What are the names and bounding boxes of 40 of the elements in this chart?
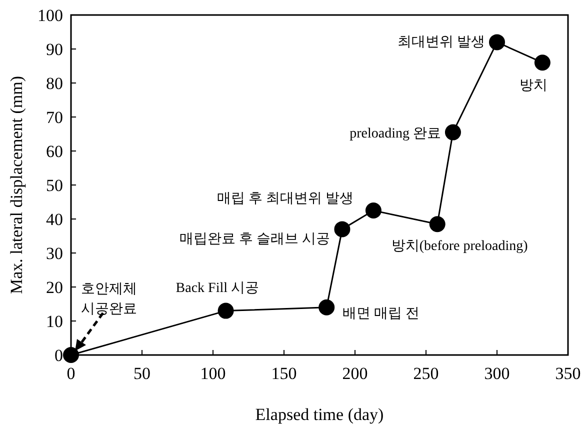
- annotation: 매립 후 최대변위 발생: [217, 192, 354, 206]
- x-tick-label: 250: [413, 364, 439, 383]
- y-axis-title: Max. lateral displacement (mm): [7, 76, 26, 294]
- point: [534, 54, 550, 71]
- x-tick-label: 0: [66, 364, 76, 383]
- y-tick-label: 60: [46, 142, 63, 161]
- annotation: 호안제체 시공완료: [75, 282, 137, 351]
- annotation: 호안제체 시공완료: [81, 282, 137, 317]
- x-tick-label: 150: [271, 364, 297, 383]
- x-tick-label: 300: [484, 364, 510, 383]
- point: [444, 124, 461, 140]
- y-tick-label: 40: [46, 210, 63, 229]
- y-tick-label: 10: [46, 312, 63, 331]
- point: [429, 216, 446, 232]
- annotation: 최대변위 발생: [398, 35, 485, 50]
- annotation: preloading 완료: [350, 126, 441, 142]
- annotation: 매립완료 후 슬래브 시공: [180, 232, 330, 248]
- x-tick-label: 100: [200, 364, 226, 383]
- point: [63, 347, 79, 363]
- annotation: 배면 매립 전: [342, 306, 420, 322]
- y-tick-label: 90: [46, 40, 63, 59]
- y-tick-label: 70: [46, 108, 63, 127]
- y-tick-label: 30: [46, 244, 63, 263]
- x-tick-label: 200: [342, 364, 368, 383]
- annotation: 방치(before preloading): [391, 239, 528, 254]
- x-axis-title: Elapsed time (day): [255, 405, 384, 424]
- annotation: Back Fill 시공: [176, 280, 260, 296]
- y-tick-label: 0: [54, 346, 63, 365]
- annotation: 방치: [519, 78, 548, 94]
- x-tick-label: 50: [134, 364, 150, 383]
- point: [489, 34, 505, 50]
- y-tick-label: 80: [46, 74, 63, 93]
- point: [365, 202, 382, 218]
- point: [318, 299, 335, 316]
- y-tick-label: 50: [46, 176, 63, 195]
- y-tick-label: 100: [38, 6, 63, 25]
- point: [334, 221, 350, 238]
- point: [218, 302, 234, 319]
- x-tick-label: 350: [555, 364, 581, 383]
- y-tick-label: 20: [46, 278, 63, 297]
